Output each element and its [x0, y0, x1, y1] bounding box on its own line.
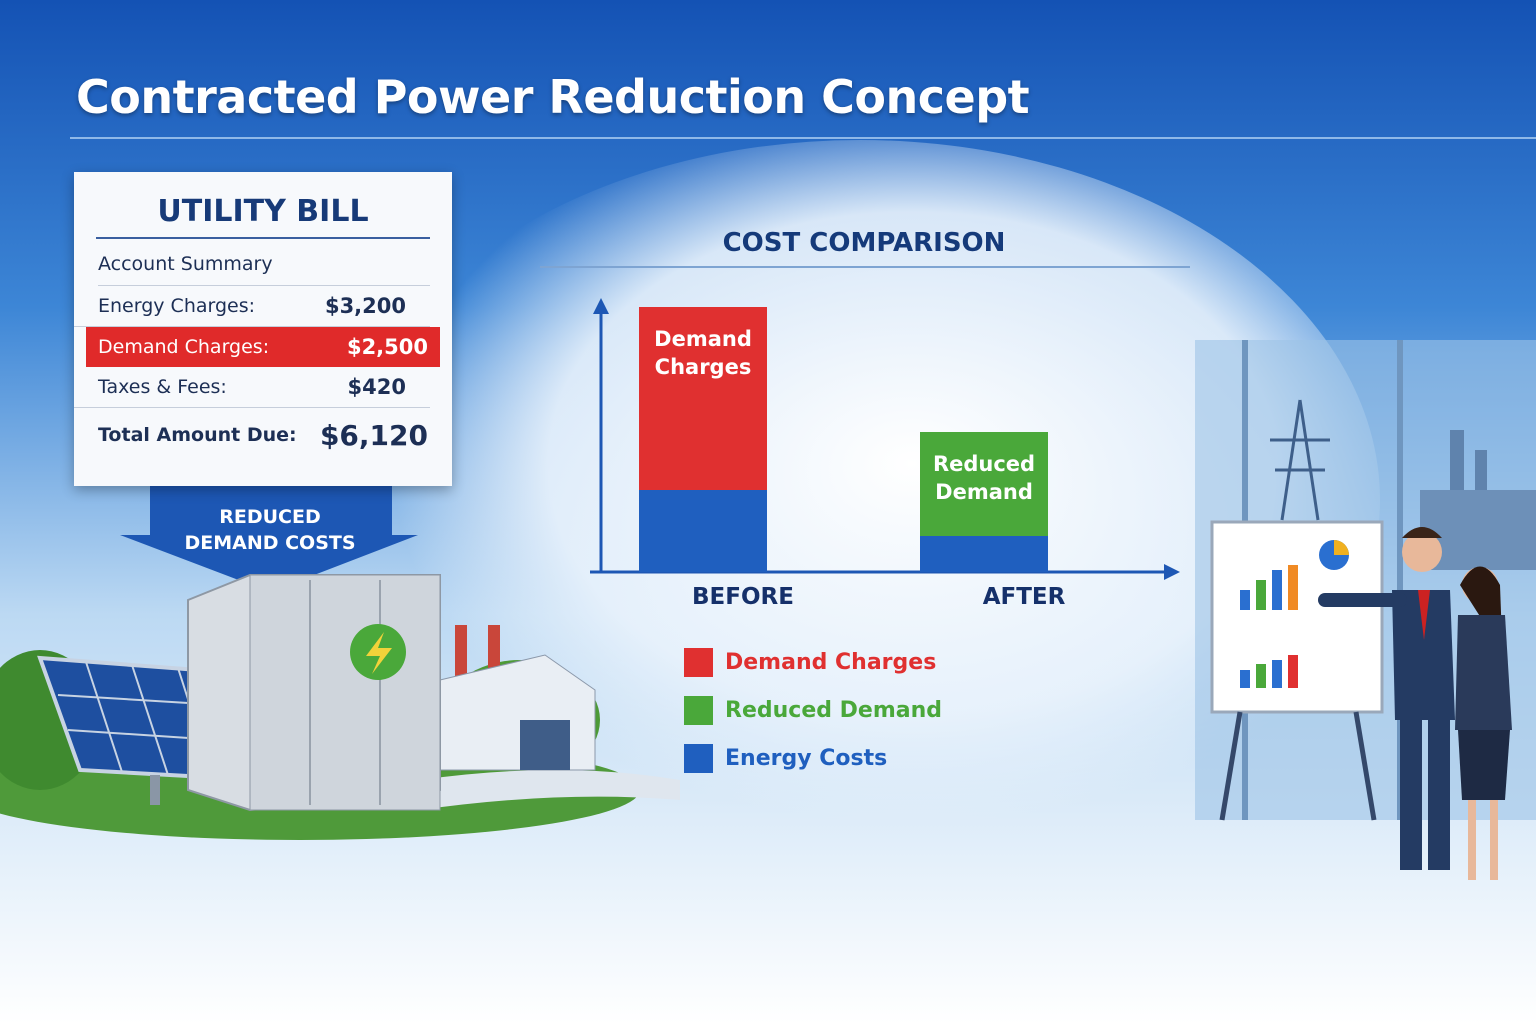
x-axis-arrow	[1164, 564, 1180, 580]
bill-total: Total Amount Due: $6,120	[74, 408, 452, 462]
row-label: Energy Charges:	[98, 295, 256, 317]
legend-swatch	[684, 744, 713, 773]
bill-row: Energy Charges: $3,200	[74, 286, 430, 327]
legend-item: Demand Charges	[684, 648, 936, 677]
legend-swatch	[684, 648, 713, 677]
row-label: Demand Charges:	[98, 336, 270, 358]
bill-rows: Energy Charges: $3,200 Demand Charges: $2,5…	[74, 286, 452, 408]
total-label: Total Amount Due:	[98, 424, 297, 446]
bar-segment	[639, 490, 767, 572]
legend-swatch	[684, 696, 713, 725]
page-title: Contracted Power Reduction Concept	[76, 70, 1030, 124]
legend-label: Energy Costs	[725, 746, 888, 771]
row-label: Taxes & Fees:	[98, 376, 227, 398]
bar-label: Reduced Demand	[932, 452, 1036, 504]
callout: REDUCED DEMAND COSTS	[184, 506, 356, 554]
bar-segment	[920, 536, 1048, 572]
x-tick-label: AFTER	[982, 584, 1066, 610]
legend-label: Reduced Demand	[725, 698, 943, 723]
chart	[590, 298, 1180, 580]
bar-label: Demand Charges	[654, 327, 752, 379]
row-amount: $2,500	[346, 335, 428, 359]
bill-row: Demand Charges: $2,500	[86, 327, 440, 367]
factory	[439, 625, 596, 771]
legend-item: Reduced Demand	[684, 696, 942, 725]
chart-title: COST COMPARISON	[722, 228, 1006, 258]
bill-section: Account Summary	[98, 253, 430, 286]
bar-segment	[639, 307, 767, 490]
legend-item: Energy Costs	[684, 744, 887, 773]
legend-label: Demand Charges	[725, 650, 937, 675]
bar-segment	[920, 432, 1048, 536]
row-amount: $3,200	[324, 294, 406, 318]
bill-row: Taxes & Fees: $420	[74, 367, 430, 408]
total-amount: $6,120	[319, 418, 428, 452]
battery-storage	[187, 574, 441, 812]
row-amount: $420	[347, 375, 406, 399]
callout-arrow	[120, 486, 418, 592]
presentation-board	[1210, 520, 1384, 821]
bill-title: UTILITY BILL	[96, 194, 430, 239]
utility-bill: UTILITY BILL Account Summary Energy Char…	[74, 172, 452, 486]
presenters	[1318, 527, 1512, 880]
x-tick-label: BEFORE	[692, 584, 794, 610]
y-axis-arrow	[593, 298, 609, 314]
